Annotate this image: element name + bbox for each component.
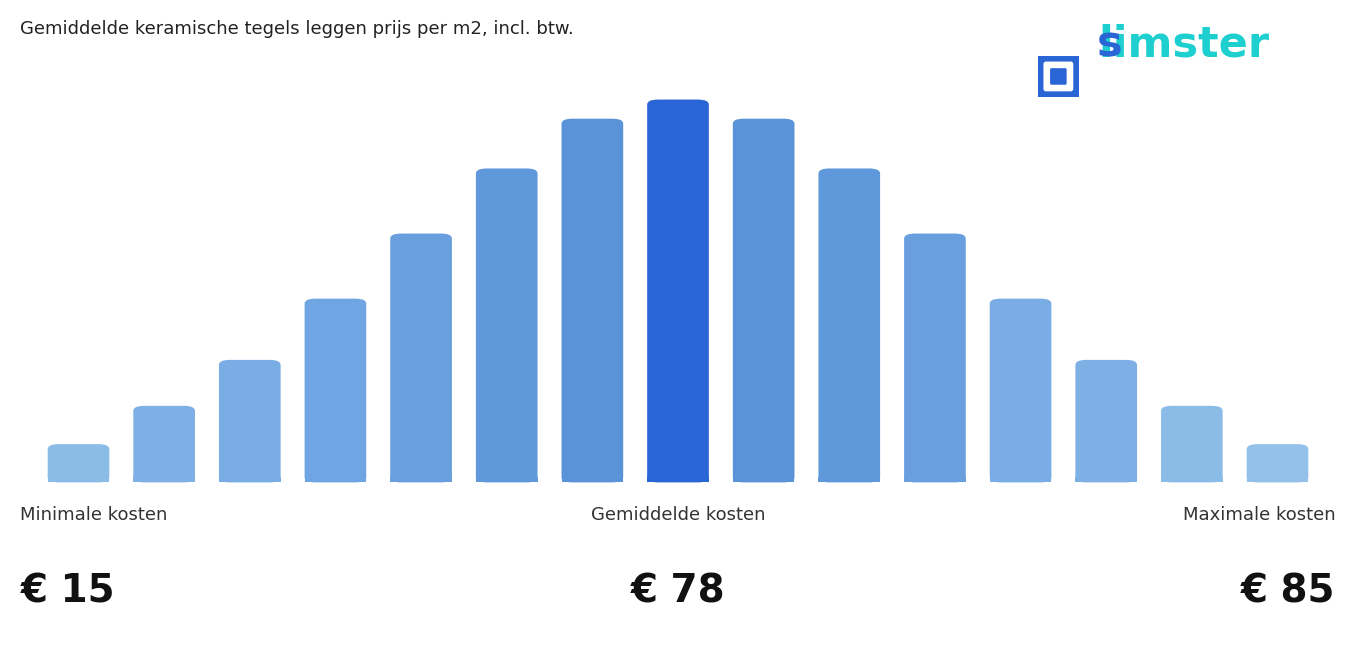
FancyBboxPatch shape bbox=[47, 444, 110, 482]
FancyBboxPatch shape bbox=[133, 406, 195, 482]
FancyBboxPatch shape bbox=[1161, 406, 1223, 482]
Bar bbox=[1075, 477, 1138, 482]
Text: s: s bbox=[1096, 23, 1121, 66]
Bar bbox=[391, 477, 452, 482]
Bar bbox=[904, 477, 965, 482]
Bar bbox=[133, 477, 195, 482]
Text: Gemiddelde keramische tegels leggen prijs per m2, incl. btw.: Gemiddelde keramische tegels leggen prij… bbox=[20, 20, 574, 38]
FancyBboxPatch shape bbox=[1246, 444, 1309, 482]
FancyBboxPatch shape bbox=[218, 360, 281, 482]
FancyBboxPatch shape bbox=[904, 234, 965, 482]
Text: Maximale kosten: Maximale kosten bbox=[1182, 506, 1336, 524]
FancyBboxPatch shape bbox=[732, 119, 795, 482]
Bar bbox=[1246, 477, 1309, 482]
Text: Minimale kosten: Minimale kosten bbox=[20, 506, 168, 524]
Bar bbox=[732, 477, 795, 482]
Bar bbox=[218, 477, 281, 482]
FancyBboxPatch shape bbox=[1035, 52, 1082, 100]
Bar bbox=[1161, 477, 1223, 482]
Bar bbox=[305, 477, 366, 482]
FancyBboxPatch shape bbox=[647, 100, 709, 482]
Bar bbox=[990, 477, 1051, 482]
FancyBboxPatch shape bbox=[1075, 360, 1138, 482]
FancyBboxPatch shape bbox=[990, 299, 1051, 482]
Bar bbox=[476, 477, 537, 482]
Text: € 15: € 15 bbox=[20, 573, 115, 611]
Bar bbox=[647, 477, 709, 482]
Text: Gemiddelde kosten: Gemiddelde kosten bbox=[591, 506, 765, 524]
Bar bbox=[47, 477, 110, 482]
FancyBboxPatch shape bbox=[1050, 68, 1067, 84]
Text: € 85: € 85 bbox=[1241, 573, 1336, 611]
FancyBboxPatch shape bbox=[819, 168, 880, 482]
FancyBboxPatch shape bbox=[305, 299, 366, 482]
FancyBboxPatch shape bbox=[391, 234, 452, 482]
Bar bbox=[819, 477, 880, 482]
Text: € 78: € 78 bbox=[631, 573, 725, 611]
FancyBboxPatch shape bbox=[561, 119, 624, 482]
Text: limster: limster bbox=[1098, 23, 1269, 66]
FancyBboxPatch shape bbox=[1044, 62, 1073, 91]
FancyBboxPatch shape bbox=[476, 168, 537, 482]
Bar bbox=[561, 477, 624, 482]
